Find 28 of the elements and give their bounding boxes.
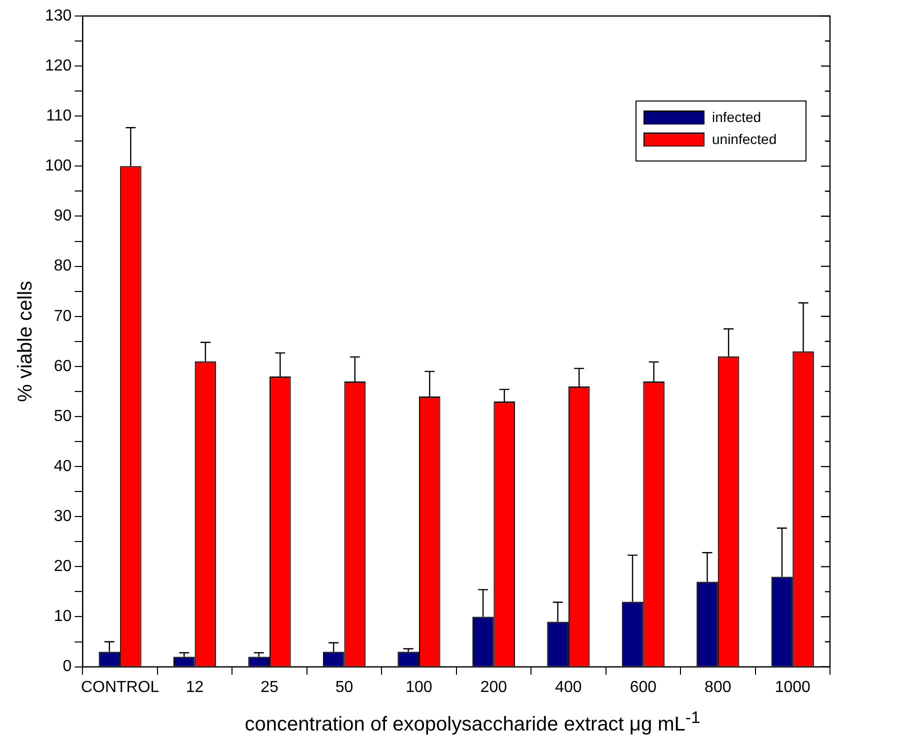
legend-label: uninfected [712,130,777,147]
x-tick-label: 100 [406,678,432,696]
x-tick-label: 12 [186,678,204,696]
y-tick-label: 90 [54,208,72,225]
y-tick-label: 20 [54,558,72,576]
y-tick-label: 30 [54,508,72,526]
x-tick-label: 400 [555,678,582,696]
y-tick-label: 80 [54,258,72,275]
y-tick-label: 100 [44,158,72,175]
y-tick-label: 110 [46,108,72,125]
x-tick-label: 800 [704,678,732,696]
y-tick-label: 40 [54,458,72,475]
x-tick-label: 25 [260,678,279,696]
legend-label: infected [712,108,762,125]
y-tick-label: 60 [54,358,72,375]
y-tick-label: 0 [62,658,72,676]
y-tick-label: 10 [54,608,72,626]
x-tick-label: CONTROL [80,678,160,696]
y-tick-label: 130 [44,7,72,24]
y-tick-label: 50 [54,408,72,425]
y-tick-label: 70 [54,308,72,325]
y-tick-label: 120 [44,57,72,74]
x-tick-label: 1000 [774,678,811,696]
y-axis-title: % viable cells [14,280,37,402]
x-tick-label: 200 [480,678,508,696]
x-axis-title: concentration of exopolysaccharide extract μg mL$^{-1}$ [244,708,702,737]
x-tick-label: 600 [630,678,657,696]
x-tick-label: 50 [335,678,354,696]
